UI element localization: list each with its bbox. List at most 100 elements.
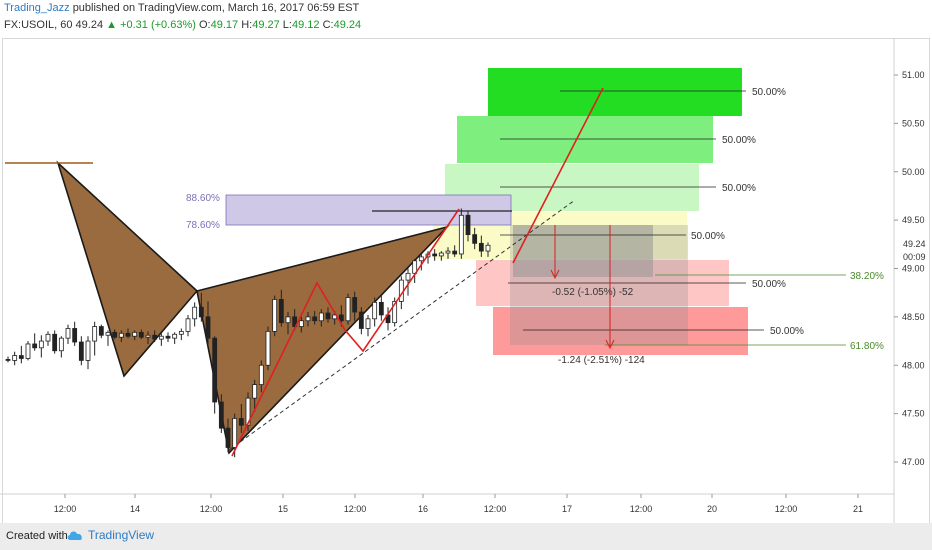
candle <box>238 403 244 433</box>
fib-label-886: 88.60% <box>186 193 220 204</box>
price-tick-label: 51.00 <box>902 70 925 80</box>
candle <box>25 341 31 361</box>
candle <box>18 345 24 364</box>
cloud-icon <box>67 531 82 540</box>
fib-label-382: 38.20% <box>850 271 884 282</box>
candle <box>138 329 144 340</box>
candle <box>32 333 38 351</box>
candle <box>85 336 91 370</box>
measure-arrowhead-2 <box>605 339 615 350</box>
fib-label-786: 78.60% <box>186 220 220 231</box>
candle <box>438 251 444 261</box>
candle <box>165 332 171 343</box>
time-tick-label: 12:00 <box>344 504 367 514</box>
measure-label-1: -0.52 (-1.05%) -52 <box>552 287 634 298</box>
candle <box>318 309 324 327</box>
candle <box>192 302 198 327</box>
candle <box>105 330 111 346</box>
author-link[interactable]: Trading_Jazz <box>4 2 70 14</box>
price-tick-label: 48.00 <box>902 360 925 370</box>
price-tick-label: 49.50 <box>902 215 925 225</box>
published-text: published on TradingView.com, March 16, … <box>72 2 360 14</box>
candle <box>372 297 378 327</box>
price-badge-bg <box>897 237 927 249</box>
candle <box>418 253 424 271</box>
footer: Created with TradingView <box>0 523 932 550</box>
box-label-4: 50.00% <box>691 231 725 242</box>
measure-box-2[interactable] <box>510 225 688 345</box>
price-tick-label: 50.00 <box>902 167 925 177</box>
candle <box>412 258 418 284</box>
tradingview-logo[interactable]: TradingView <box>66 528 154 542</box>
box-label-2: 50.00% <box>722 135 756 146</box>
created-with-text: Created with <box>6 530 68 542</box>
box-label-5: 50.00% <box>752 279 786 290</box>
time-tick-label: 15 <box>278 504 288 514</box>
candle <box>78 336 84 366</box>
candle <box>12 351 18 366</box>
candle <box>38 335 44 358</box>
price-axis: 51.00 50.50 50.00 49.50 49.00 48.50 48.00 47.50… <box>894 70 925 467</box>
price-badge: 49.24 <box>903 239 926 249</box>
candle <box>45 331 51 346</box>
support-trendline <box>228 199 576 451</box>
candle <box>118 330 124 343</box>
candle <box>278 289 284 327</box>
candle <box>478 235 484 257</box>
candle <box>98 324 104 339</box>
price-change: ▲ +0.31 (+0.63%) <box>106 19 196 31</box>
last-price: 49.24 <box>75 19 104 31</box>
candle <box>358 307 364 335</box>
time-tick-label: 12:00 <box>484 504 507 514</box>
candle <box>452 245 458 257</box>
candle <box>472 227 478 250</box>
measure-arrowhead-1 <box>550 269 560 280</box>
candle <box>258 360 264 393</box>
candle <box>158 333 164 346</box>
price-chart[interactable]: 51.00 50.50 50.00 49.50 49.00 48.50 48.00 47.50… <box>0 38 932 523</box>
time-tick-label: 17 <box>562 504 572 514</box>
candle <box>312 311 318 325</box>
measure-label-2: -1.24 (-2.51%) -124 <box>558 355 645 366</box>
projection-line[interactable] <box>512 87 604 264</box>
candle <box>58 336 64 358</box>
wave-path[interactable] <box>231 208 460 457</box>
close-label: C: <box>322 19 334 31</box>
time-tick-label: 12:00 <box>200 504 223 514</box>
candle <box>365 314 371 337</box>
high-value: 49.27 <box>252 19 280 31</box>
candle <box>325 307 331 323</box>
chart-header: Trading_Jazz published on TradingView.co… <box>0 0 932 38</box>
measure-box-1[interactable] <box>513 225 653 277</box>
time-tick-label: 14 <box>130 504 140 514</box>
candle <box>225 418 231 453</box>
time-axis: 12:00 14 12:00 15 12:00 16 12:00 17 12:00 20 12:00… <box>54 494 863 514</box>
candle <box>465 210 471 242</box>
candle <box>405 268 411 296</box>
candle <box>432 249 438 261</box>
candle <box>5 356 11 363</box>
box-label-1: 50.00% <box>752 87 786 98</box>
candle <box>345 293 351 325</box>
target-box-6[interactable] <box>493 307 748 355</box>
candle <box>285 312 291 335</box>
price-tick-label: 47.50 <box>902 409 925 419</box>
candle <box>252 379 258 412</box>
publication-line: Trading_Jazz published on TradingView.co… <box>4 2 359 14</box>
candle <box>132 330 138 341</box>
close-value: 49.24 <box>333 19 362 31</box>
candle <box>145 331 151 344</box>
candle <box>198 292 204 322</box>
target-box-1[interactable] <box>488 68 742 116</box>
low-label: L: <box>282 19 292 31</box>
candle <box>52 330 58 354</box>
candle <box>392 297 398 327</box>
candle <box>112 329 118 340</box>
symbol-label: FX:USOIL, 60 <box>4 19 73 31</box>
time-tick-label: 16 <box>418 504 428 514</box>
pattern-triangle-xab[interactable] <box>56 160 199 378</box>
time-tick-label: 12:00 <box>630 504 653 514</box>
high-label: H: <box>241 19 253 31</box>
countdown-badge: 00:09 <box>903 252 926 262</box>
candle <box>185 314 191 337</box>
